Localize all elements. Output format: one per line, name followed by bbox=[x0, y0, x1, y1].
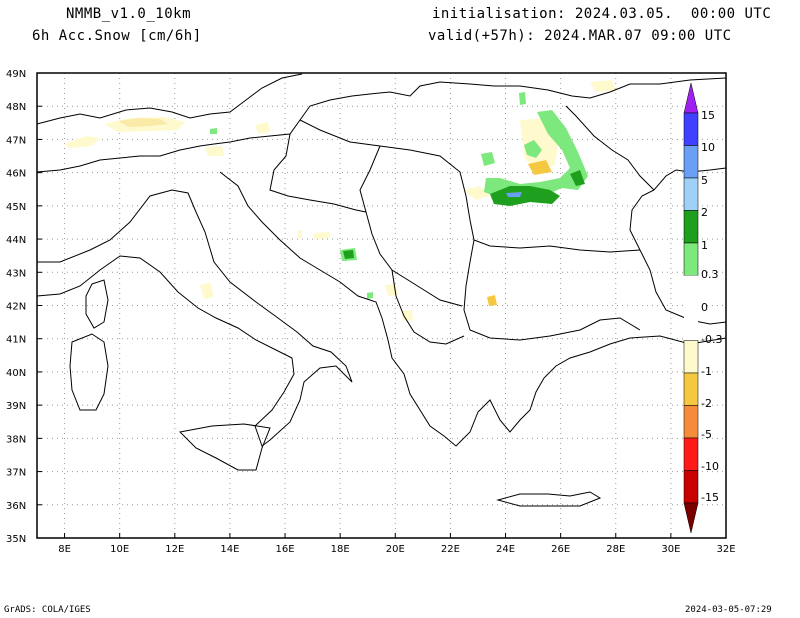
snow-patch-apennines bbox=[200, 282, 214, 299]
colorbar-bottom-arrow bbox=[683, 502, 699, 534]
colorbar-box bbox=[683, 437, 699, 471]
snow-patch-ukraine bbox=[590, 80, 616, 92]
colorbar-label: 5 bbox=[701, 174, 708, 187]
colorbar-label: 0.3 bbox=[701, 268, 719, 281]
colorbar-label: -0.3 bbox=[701, 333, 722, 346]
snow-patch-croatia bbox=[297, 230, 302, 238]
lon-label: 18E bbox=[331, 544, 350, 555]
lon-label: 8E bbox=[58, 544, 71, 555]
longitude-labels: 8E 10E 12E 14E 16E 18E 20E 22E 24E 26E 28E 30E 32E bbox=[58, 533, 736, 555]
snow-patch-deficit-bulgaria bbox=[487, 295, 497, 306]
lat-label: 37N bbox=[6, 468, 26, 479]
lon-label: 20E bbox=[386, 544, 405, 555]
colorbar-box bbox=[683, 470, 699, 504]
lat-label: 49N bbox=[6, 69, 26, 80]
colorbar-label: -1 bbox=[701, 365, 712, 378]
lon-label: 30E bbox=[661, 544, 680, 555]
snow-patch-albania-green bbox=[367, 292, 373, 299]
colorbar-label: 1 bbox=[701, 239, 708, 252]
lat-label: 40N bbox=[6, 368, 26, 379]
colorbar-box bbox=[683, 405, 699, 439]
colorbar-label: 10 bbox=[701, 141, 715, 154]
colorbar-label: 2 bbox=[701, 206, 708, 219]
valid-time: valid(+57h): 2024.MAR.07 09:00 UTC bbox=[428, 28, 732, 44]
lat-label: 46N bbox=[6, 169, 26, 180]
lon-label: 28E bbox=[606, 544, 625, 555]
lon-label: 32E bbox=[716, 544, 735, 555]
colorbar bbox=[683, 82, 699, 534]
colorbar-box bbox=[683, 112, 699, 146]
map-area bbox=[37, 73, 726, 538]
colorbar-box bbox=[683, 145, 699, 179]
snow-patch-apuseni bbox=[481, 152, 495, 166]
snow-patch-west-alps bbox=[64, 136, 100, 148]
colorbar-box bbox=[683, 242, 699, 276]
lat-label: 38N bbox=[6, 434, 26, 445]
lat-label: 42N bbox=[6, 302, 26, 313]
snow-patch-eastern-carpathians bbox=[570, 170, 585, 186]
snow-patch-bosnia bbox=[313, 232, 330, 239]
colorbar-labels: 15 10 5 2 1 0.3 0 -0.3 -1 -2 -5 -10 -15 bbox=[701, 109, 722, 504]
lat-label: 45N bbox=[6, 202, 26, 213]
snow-patch-albania bbox=[402, 310, 413, 321]
snow-patch-alps-core bbox=[118, 118, 168, 127]
colorbar-label: -5 bbox=[701, 428, 712, 441]
snow-patch-austria-green bbox=[210, 128, 217, 134]
snow-patch-carpathians-green bbox=[484, 110, 588, 198]
colorbar-label: -2 bbox=[701, 397, 712, 410]
colorbar-label: 15 bbox=[701, 109, 715, 122]
coastlines-borders bbox=[36, 73, 727, 507]
lon-label: 14E bbox=[220, 544, 239, 555]
colorbar-box bbox=[683, 210, 699, 244]
snow-patch-slovenia bbox=[205, 146, 224, 156]
snow-patch-fagaras-peak bbox=[506, 192, 522, 197]
snow-patch-banat bbox=[463, 186, 490, 200]
lat-label: 47N bbox=[6, 135, 26, 146]
lon-label: 10E bbox=[110, 544, 129, 555]
colorbar-label: 0 bbox=[701, 301, 708, 314]
variable-label: 6h Acc.Snow [cm/6h] bbox=[32, 28, 202, 44]
lat-label: 35N bbox=[6, 534, 26, 545]
lon-label: 26E bbox=[551, 544, 570, 555]
lat-label: 41N bbox=[6, 335, 26, 346]
colorbar-box bbox=[683, 372, 699, 406]
lat-label: 48N bbox=[6, 102, 26, 113]
lat-label: 43N bbox=[6, 268, 26, 279]
footer-timestamp: 2024-03-05-07:29 bbox=[685, 605, 772, 615]
snow-patch-carpathians-north bbox=[524, 140, 542, 158]
lat-label: 36N bbox=[6, 501, 26, 512]
colorbar-box bbox=[684, 275, 698, 341]
model-name: NMMB_v1.0_10km bbox=[66, 6, 192, 22]
init-time: initialisation: 2024.03.05. 00:00 UTC bbox=[432, 6, 772, 22]
latitude-labels: 49N 48N 47N 46N 45N 44N 43N 42N 41N 40N 39N 38N 37N 3… bbox=[6, 69, 42, 545]
lon-label: 12E bbox=[165, 544, 184, 555]
snow-patch-deficit-carpathians bbox=[528, 160, 552, 175]
lat-label: 39N bbox=[6, 401, 26, 412]
lon-label: 22E bbox=[441, 544, 460, 555]
colorbar-label: -10 bbox=[701, 460, 719, 473]
snow-patch-austria bbox=[255, 122, 270, 134]
lon-label: 24E bbox=[496, 544, 515, 555]
snow-field bbox=[64, 80, 616, 321]
snow-patch-southern-carpathians bbox=[490, 186, 560, 206]
snow-patch-bukovina bbox=[519, 92, 526, 105]
snow-patch-durmitor bbox=[343, 250, 354, 259]
lat-label: 44N bbox=[6, 235, 26, 246]
colorbar-box bbox=[683, 340, 699, 374]
colorbar-label: -15 bbox=[701, 491, 719, 504]
lon-label: 16E bbox=[276, 544, 295, 555]
footer-grads: GrADS: COLA/IGES bbox=[4, 605, 91, 615]
colorbar-box bbox=[683, 177, 699, 211]
